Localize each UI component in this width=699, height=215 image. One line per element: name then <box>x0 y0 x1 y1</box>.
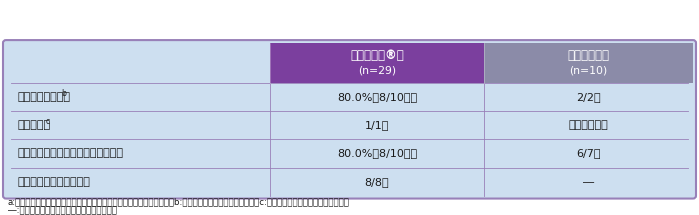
Text: 2/2例: 2/2例 <box>576 92 601 102</box>
Polygon shape <box>484 43 693 83</box>
Text: 80.0%（8/10例）: 80.0%（8/10例） <box>337 92 417 102</box>
Text: a:「治癌」の割合（「判定不能」及び「欠測」は分母に含めた）。　　b:蜂巣炎、丹毒、リンパ管炎等　　c:化膤性汗腺炎、頭部乳頭状皮膚炎等: a:「治癌」の割合（「判定不能」及び「欠測」は分母に含めた）。 b:蜂巣炎、丹毒… <box>8 198 350 207</box>
Text: リネゾリド群: リネゾリド群 <box>568 49 610 62</box>
Text: 8/8例: 8/8例 <box>365 177 389 187</box>
Text: 80.0%（8/10例）: 80.0%（8/10例） <box>337 148 417 158</box>
Text: 1/1例: 1/1例 <box>365 120 389 130</box>
Text: 該当症例なし: 該当症例なし <box>568 120 608 130</box>
Text: (n=10): (n=10) <box>570 66 607 76</box>
FancyBboxPatch shape <box>3 40 696 198</box>
Text: 深在性皮膚感染症: 深在性皮膚感染症 <box>18 92 71 102</box>
Text: (n=29): (n=29) <box>358 66 396 76</box>
Text: シベクトロ®群: シベクトロ®群 <box>350 49 404 62</box>
Text: ―:リネゾリドの承認外の適応症のため不記載: ―:リネゾリドの承認外の適応症のため不記載 <box>8 206 117 215</box>
Polygon shape <box>270 43 484 83</box>
Text: 6/7例: 6/7例 <box>576 148 600 158</box>
Text: 慢性膣皮症: 慢性膣皮症 <box>18 120 51 130</box>
Text: b: b <box>62 89 66 98</box>
Text: びらん・漰瘍の二次感染: びらん・漰瘍の二次感染 <box>18 177 91 187</box>
Text: 外傷・熱傷及び手術創等の二次感染: 外傷・熱傷及び手術創等の二次感染 <box>18 148 124 158</box>
Text: c: c <box>46 117 50 126</box>
Text: ―: ― <box>583 177 594 187</box>
